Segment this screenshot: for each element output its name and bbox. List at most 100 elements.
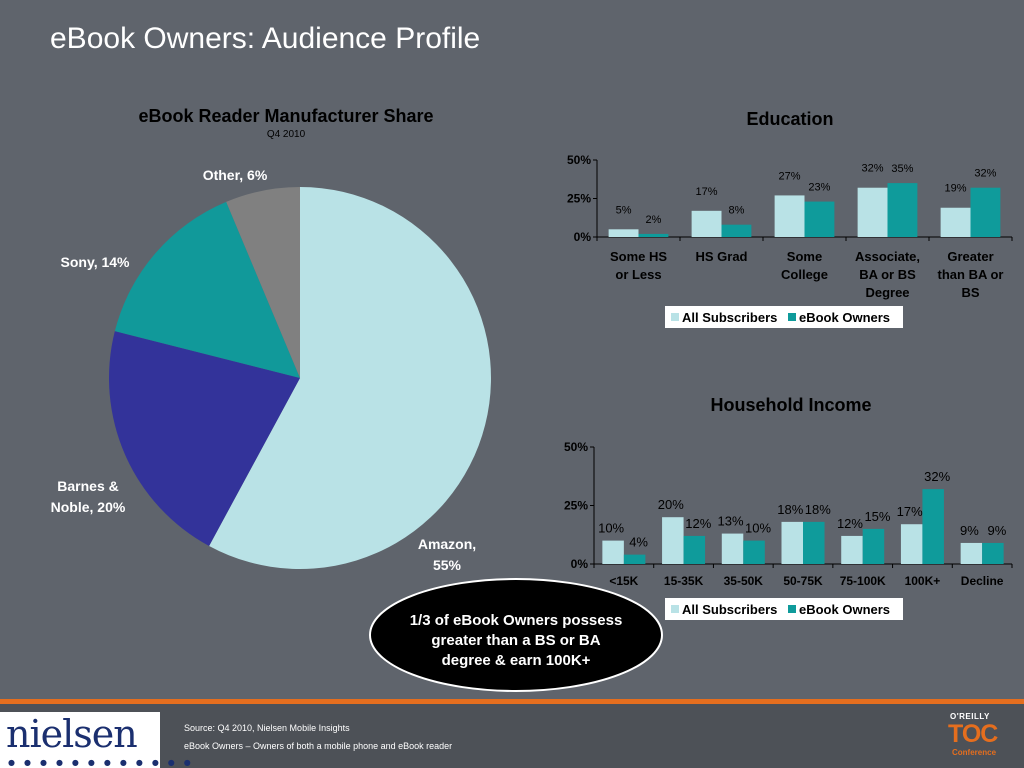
income-data-label: 18% — [805, 502, 831, 517]
income-data-label: 13% — [718, 514, 744, 529]
education-bar — [887, 183, 918, 237]
pie-chart-subtitle: Q4 2010 — [267, 129, 306, 140]
education-data-label: 23% — [808, 182, 830, 194]
income-category-label: 75-100K — [840, 574, 886, 588]
education-bar — [804, 201, 835, 237]
education-data-label: 8% — [728, 205, 744, 217]
income-category-label: 50-75K — [783, 574, 823, 588]
household-income-bar-chart: Household Income 0%25%50%10%4%<15K20%12%… — [564, 395, 1013, 620]
pie-labels: Amazon, 55% Barnes & Noble, 20% Sony, 14% Oth… — [51, 167, 477, 573]
pie-label-4: Other, 6% — [203, 167, 268, 183]
education-bar — [638, 233, 669, 237]
nielsen-logo-dots: ●●●●●●●●●●●● — [8, 758, 200, 767]
education-category-label: Degree — [865, 285, 909, 300]
education-y-tick-label: 0% — [574, 230, 592, 244]
income-bar — [781, 521, 803, 564]
income-bar — [982, 542, 1004, 564]
education-bar — [774, 195, 805, 237]
nielsen-logo-text: nielsen — [6, 712, 138, 756]
income-bar — [900, 524, 923, 564]
education-chart-title: Education — [746, 109, 833, 129]
pie-label-3: Sony, 14% — [61, 254, 131, 270]
income-category-label: Decline — [961, 574, 1004, 588]
education-category-label: than BA or — [938, 267, 1004, 282]
manufacturer-share-pie-chart: eBook Reader Manufacturer Share Q4 2010 … — [51, 106, 491, 573]
footer-accent-bar — [0, 699, 1024, 704]
education-bar — [721, 224, 752, 237]
income-data-label: 4% — [629, 535, 648, 550]
income-legend: All Subscribers eBook Owners — [665, 598, 903, 620]
income-chart-title: Household Income — [710, 395, 871, 415]
income-bar — [743, 540, 765, 564]
education-bar — [970, 187, 1001, 237]
oreilly-logo-text: O'REILLY — [950, 712, 990, 721]
callout-line-2: greater than a BS or BA — [431, 632, 600, 649]
education-data-label: 17% — [696, 186, 718, 198]
education-legend-label: eBook Owners — [799, 310, 890, 325]
education-legend-swatch — [788, 313, 796, 321]
income-data-label: 17% — [897, 504, 923, 519]
income-bar — [721, 533, 744, 564]
income-bar — [960, 542, 983, 564]
education-data-label: 2% — [645, 214, 661, 226]
footer — [0, 704, 1024, 768]
education-bar — [608, 229, 639, 237]
income-y-tick-label: 50% — [564, 440, 588, 454]
education-bar — [940, 207, 971, 237]
income-legend-swatch — [788, 605, 796, 613]
pie-label-value-2: Noble, 20% — [51, 499, 126, 515]
income-legend-label: eBook Owners — [799, 602, 890, 617]
income-data-label: 9% — [987, 523, 1006, 538]
pie-slice-2 — [108, 331, 300, 546]
education-y-tick-label: 25% — [567, 192, 591, 206]
income-data-label: 10% — [598, 521, 624, 536]
education-category-label: BS — [961, 285, 979, 300]
income-legend-swatch — [671, 605, 679, 613]
definition-note: eBook Owners – Owners of both a mobile p… — [184, 741, 453, 751]
callout-line-3: degree & earn 100K+ — [442, 652, 591, 669]
slide-title: eBook Owners: Audience Profile — [50, 22, 481, 55]
pie-slice-4 — [226, 187, 300, 378]
education-category-label: Some HS — [610, 249, 667, 264]
source-note: Source: Q4 2010, Nielsen Mobile Insights — [184, 723, 350, 733]
pie-chart-title: eBook Reader Manufacturer Share — [138, 106, 433, 126]
education-category-label: College — [781, 267, 828, 282]
income-y-tick-label: 25% — [564, 499, 588, 513]
income-data-label: 32% — [924, 469, 950, 484]
education-legend: All Subscribers eBook Owners — [665, 306, 903, 328]
pie-slice-1 — [209, 187, 491, 570]
income-data-label: 18% — [777, 502, 803, 517]
income-data-label: 12% — [837, 516, 863, 531]
nielsen-logo: nielsen ●●●●●●●●●●●● — [0, 712, 191, 768]
income-data-label: 9% — [960, 523, 979, 538]
education-category-label: HS Grad — [695, 249, 747, 264]
pie-label-1: Amazon, — [418, 536, 476, 552]
education-category-label: Greater — [947, 249, 993, 264]
income-legend-box — [665, 598, 903, 620]
income-category-label: <15K — [609, 574, 638, 588]
income-legend-label: All Subscribers — [682, 602, 777, 617]
education-data-label: 35% — [891, 163, 913, 175]
education-category-label: or Less — [615, 267, 661, 282]
income-bar — [803, 521, 825, 564]
callout-line-1: 1/3 of eBook Owners possess — [410, 612, 623, 629]
income-category-label: 35-50K — [724, 574, 764, 588]
toc-logo-text: TOC — [948, 720, 998, 748]
education-bar — [691, 210, 722, 237]
education-data-label: 5% — [616, 204, 632, 216]
education-data-label: 19% — [945, 183, 967, 195]
income-data-label: 10% — [745, 521, 771, 536]
income-bar — [602, 540, 624, 564]
charts-canvas: eBook Reader Manufacturer Share Q4 2010 … — [51, 106, 1013, 692]
income-category-label: 15-35K — [664, 574, 704, 588]
education-legend-label: All Subscribers — [682, 310, 777, 325]
education-bar — [857, 187, 888, 237]
income-data-label: 20% — [658, 497, 684, 512]
income-bar — [623, 554, 646, 564]
income-bar — [862, 528, 885, 564]
income-data-label: 12% — [685, 516, 711, 531]
pie-slice-3 — [114, 201, 300, 378]
pie-label-value-1: 55% — [433, 557, 462, 573]
education-category-label: Associate, — [855, 249, 920, 264]
education-data-label: 32% — [862, 163, 884, 175]
